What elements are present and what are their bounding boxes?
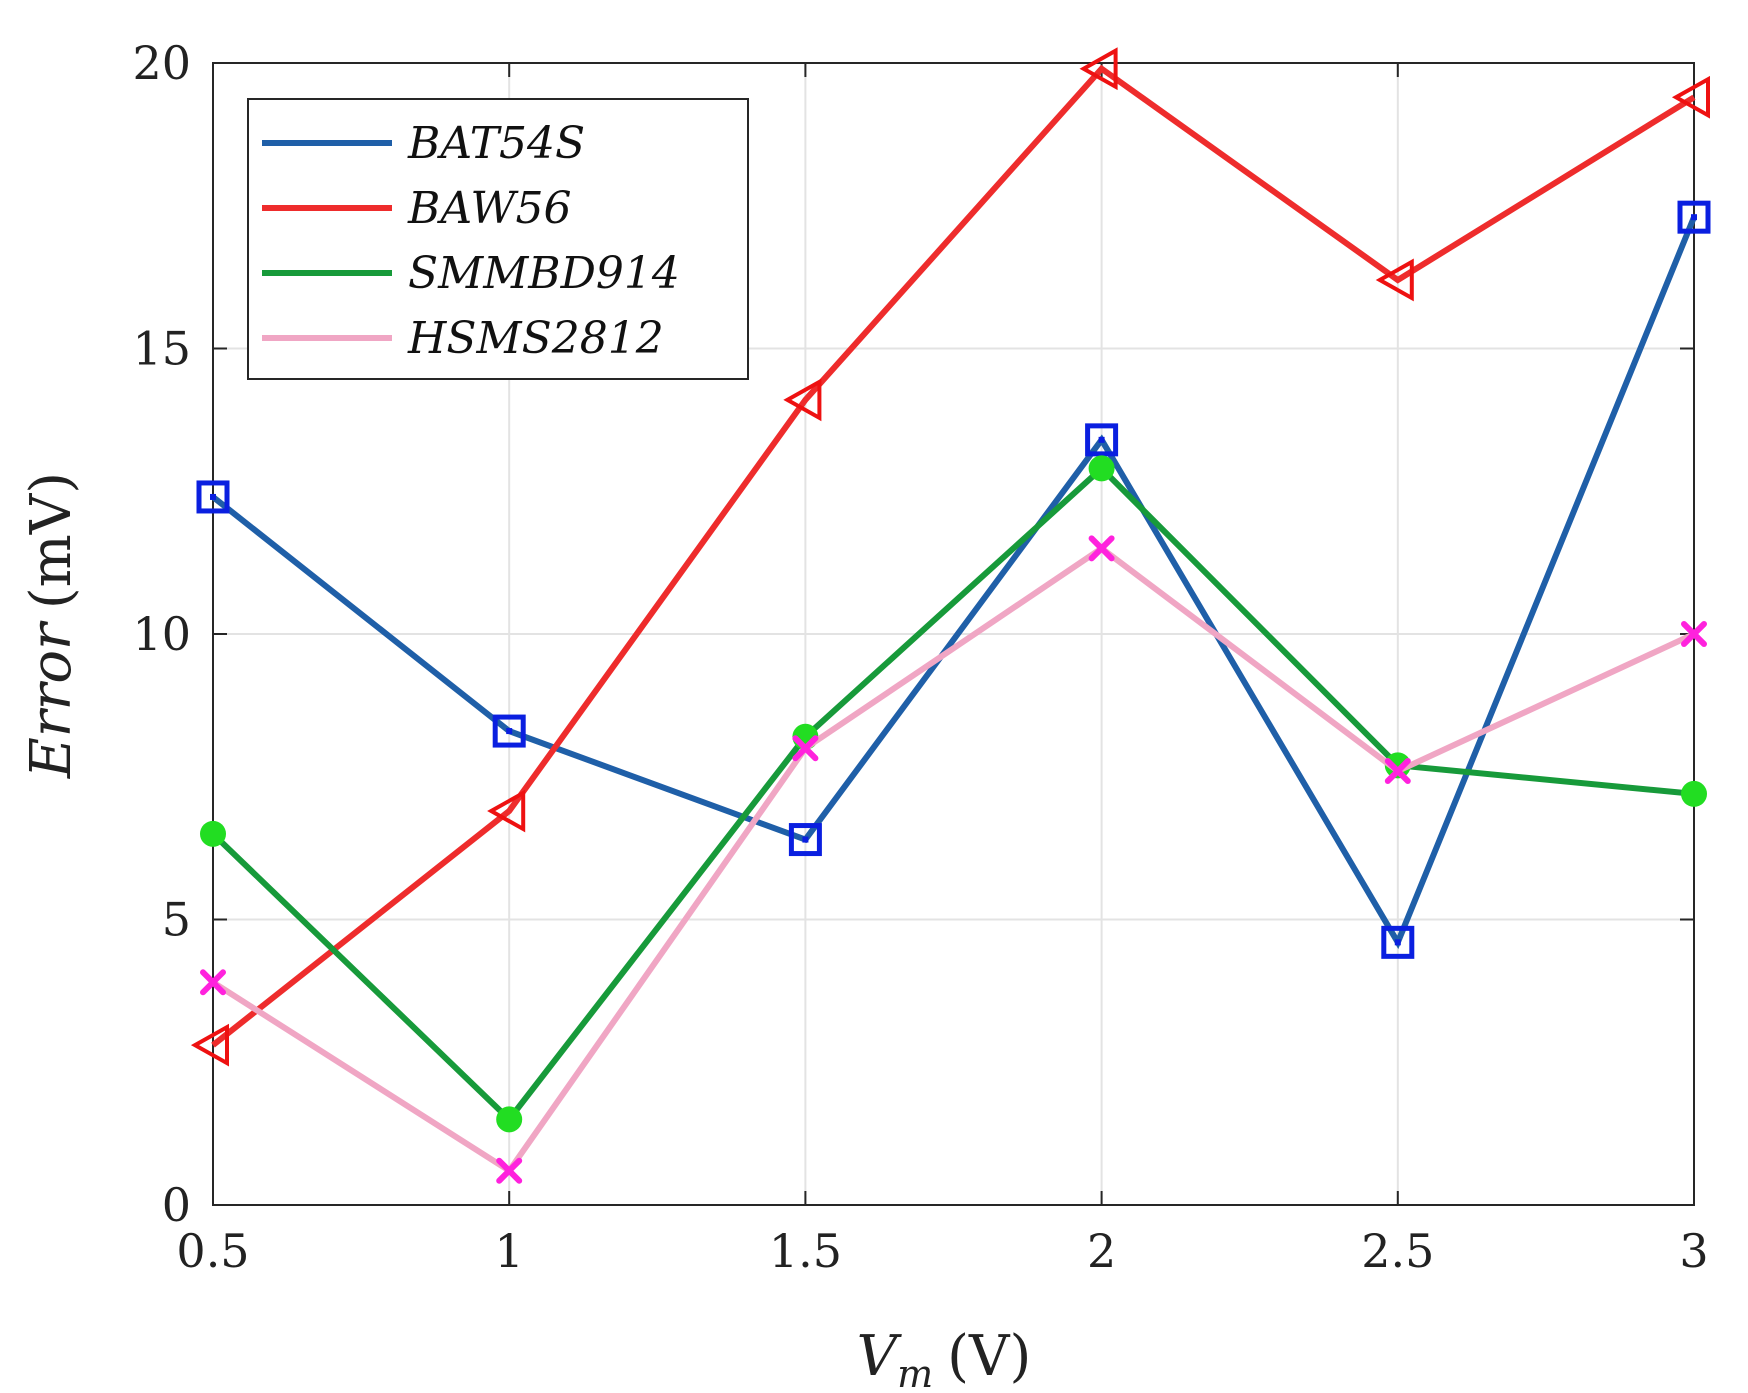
square-marker-outline xyxy=(1677,200,1711,234)
data-point-baw56 xyxy=(1079,47,1118,91)
x-axis-label-subscript: m xyxy=(897,1352,933,1393)
square-marker-center xyxy=(506,728,513,735)
y-axis-label-main: Error xyxy=(19,620,84,779)
series-bat54s xyxy=(196,200,1711,959)
data-point-baw56 xyxy=(1671,75,1710,119)
series-smmbd914 xyxy=(200,455,1707,1133)
legend-entry-bat54s: BAT54S xyxy=(262,118,585,169)
square-marker-center xyxy=(1691,214,1697,221)
x-tick-label: 0.5 xyxy=(176,1224,249,1278)
x-tick-label: 2 xyxy=(1087,1224,1116,1278)
series-line-baw56 xyxy=(211,64,1696,1048)
data-point-bat54s xyxy=(196,480,230,514)
legend: BAT54S BAW56 SMMBD914 HSMS2812 xyxy=(247,98,749,380)
x-tick-label: 2.5 xyxy=(1361,1224,1434,1278)
x-axis-label-main: V xyxy=(857,1324,903,1389)
square-marker-outline xyxy=(492,714,526,748)
data-point-bat54s xyxy=(492,714,526,748)
series-line-bat54s xyxy=(211,216,1697,950)
x-axis-label: Vm (V) xyxy=(857,1324,1032,1393)
y-tick-label: 5 xyxy=(162,893,191,947)
square-marker-center xyxy=(1394,939,1401,946)
data-point-hsms2812 xyxy=(1384,758,1411,785)
square-marker-outline xyxy=(196,480,230,514)
data-point-baw56 xyxy=(1375,258,1414,302)
x-axis-label-unit: (V) xyxy=(947,1324,1031,1389)
y-axis-label-unit: (mV) xyxy=(19,472,84,609)
data-point-baw56 xyxy=(487,789,526,833)
x-tick-label: 1 xyxy=(495,1224,524,1278)
data-point-baw56 xyxy=(783,378,822,422)
data-point-smmbd914 xyxy=(1681,780,1707,807)
square-marker-outline xyxy=(1085,423,1119,457)
legend-label-bat54s: BAT54S xyxy=(407,118,585,169)
series-line-smmbd914 xyxy=(210,464,1695,1124)
y-tick-label: 10 xyxy=(132,607,191,661)
x-marker-stroke xyxy=(792,735,819,762)
data-point-smmbd914 xyxy=(200,820,226,847)
square-marker-outline xyxy=(788,823,822,857)
x-tick-label: 1.5 xyxy=(769,1224,842,1278)
series-line-hsms2812 xyxy=(211,544,1696,1175)
x-marker-stroke xyxy=(1384,758,1411,785)
legend-entry-hsms2812: HSMS2812 xyxy=(262,313,664,364)
data-point-smmbd914 xyxy=(496,1106,523,1133)
data-point-bat54s xyxy=(1677,200,1711,234)
data-point-hsms2812 xyxy=(200,969,226,996)
legend-label-hsms2812: HSMS2812 xyxy=(407,313,664,364)
data-point-bat54s xyxy=(788,823,822,857)
legend-label-smmbd914: SMMBD914 xyxy=(408,248,680,299)
tick-labels: 0.5 1 1.5 2 2.5 3 0 5 10 15 20 xyxy=(132,36,1708,1278)
series-hsms2812 xyxy=(200,535,1707,1184)
square-marker-center xyxy=(802,836,809,843)
data-point-hsms2812 xyxy=(1088,535,1115,562)
data-point-hsms2812 xyxy=(1681,621,1707,647)
square-marker-outline xyxy=(1381,925,1415,959)
y-tick-label: 0 xyxy=(162,1178,191,1232)
data-point-hsms2812 xyxy=(792,735,819,762)
series-baw56 xyxy=(190,47,1710,1067)
data-point-bat54s xyxy=(1381,925,1415,959)
series-layer xyxy=(190,47,1711,1184)
x-marker-stroke xyxy=(1088,535,1115,562)
legend-entry-baw56: BAW56 xyxy=(262,183,572,234)
data-point-smmbd914 xyxy=(1384,752,1411,779)
data-point-baw56 xyxy=(190,1023,229,1067)
data-point-smmbd914 xyxy=(1088,455,1115,482)
legend-label-baw56: BAW56 xyxy=(407,183,572,234)
x-marker-stroke xyxy=(1681,621,1707,647)
x-tick-label: 3 xyxy=(1679,1224,1708,1278)
x-marker-stroke xyxy=(200,969,226,996)
legend-entry-smmbd914: SMMBD914 xyxy=(262,248,680,299)
x-marker-stroke xyxy=(496,1157,523,1184)
legend-entries: BAT54S BAW56 SMMBD914 HSMS2812 xyxy=(262,118,680,364)
square-marker-center xyxy=(210,493,216,500)
y-axis-label: Error (mV) xyxy=(19,472,84,779)
data-point-hsms2812 xyxy=(496,1157,523,1184)
data-point-bat54s xyxy=(1085,423,1119,457)
y-tick-label: 15 xyxy=(132,322,191,376)
square-marker-center xyxy=(1098,436,1105,443)
y-tick-label: 20 xyxy=(132,36,191,90)
